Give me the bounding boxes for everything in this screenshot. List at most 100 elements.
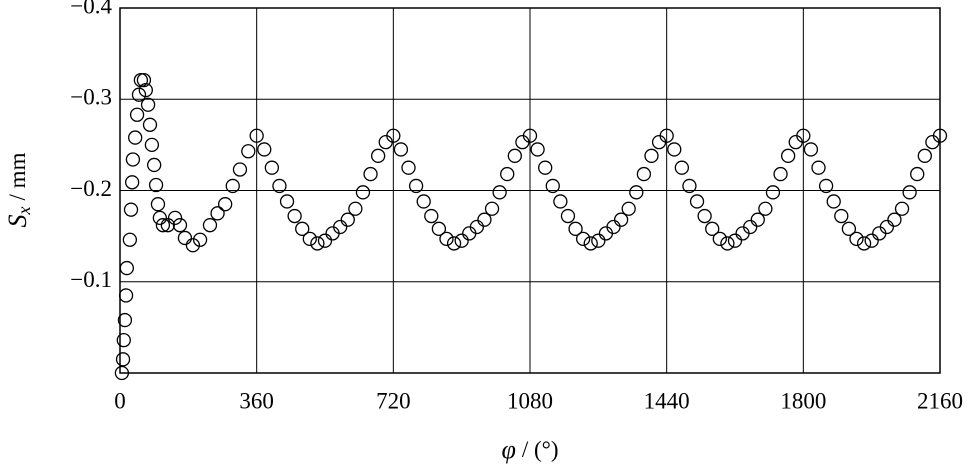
- data-point: [408, 178, 424, 194]
- data-point: [849, 231, 864, 247]
- data-point: [621, 201, 636, 216]
- data-point: [123, 202, 139, 217]
- data-point: [116, 332, 131, 348]
- data-point: [152, 210, 168, 226]
- data-point: [864, 233, 879, 248]
- data-point: [122, 232, 138, 247]
- data-point: [705, 221, 720, 236]
- data-point: [172, 218, 188, 233]
- data-point: [118, 288, 134, 303]
- data-point: [613, 212, 629, 227]
- data-point: [500, 166, 515, 182]
- data-point: [115, 352, 131, 367]
- data-point: [712, 231, 727, 247]
- data-point: [507, 148, 522, 163]
- data-point: [241, 144, 256, 159]
- data-point: [841, 221, 857, 236]
- data-point: [177, 230, 193, 246]
- x-tick-label: 0: [114, 388, 126, 413]
- data-point: [477, 212, 492, 227]
- data-point: [796, 128, 811, 143]
- data-point: [773, 166, 788, 182]
- data-point: [765, 185, 781, 200]
- data-point: [142, 117, 158, 132]
- data-point: [910, 166, 925, 182]
- data-point: [439, 231, 454, 247]
- data-point: [355, 185, 371, 200]
- data-point: [218, 197, 233, 212]
- data-point: [720, 236, 735, 251]
- data-point: [538, 160, 553, 175]
- data-point: [302, 231, 317, 247]
- data-point: [140, 97, 156, 112]
- data-point: [401, 160, 416, 175]
- data-point: [932, 128, 948, 143]
- data-point: [887, 212, 902, 227]
- x-tick-label: 2160: [917, 388, 963, 413]
- data-point: [727, 233, 743, 248]
- data-point: [232, 162, 248, 177]
- data-point: [340, 212, 355, 227]
- data-point: [333, 219, 348, 235]
- data-point: [636, 166, 652, 182]
- y-tick-label: −0.2: [70, 176, 112, 201]
- data-point: [272, 178, 287, 194]
- data-point: [424, 208, 439, 224]
- data-point: [160, 218, 175, 233]
- y-unit: / mm: [5, 152, 30, 200]
- data-point: [454, 233, 469, 248]
- data-point: [125, 152, 141, 167]
- data-point: [811, 160, 826, 175]
- x-tick-label: 360: [239, 388, 274, 413]
- data-point: [155, 218, 171, 233]
- data-point: [249, 128, 264, 143]
- data-point: [128, 130, 143, 145]
- y-tick-label: −0.3: [70, 85, 112, 110]
- y-axis-label: Sx / mm: [3, 152, 34, 227]
- data-point: [279, 194, 295, 209]
- data-point: [431, 221, 447, 236]
- data-point: [492, 185, 507, 200]
- data-point: [310, 236, 325, 251]
- data-point: [879, 219, 895, 235]
- data-point: [295, 221, 310, 236]
- data-point: [416, 194, 431, 209]
- data-point: [689, 194, 705, 209]
- data-point: [393, 142, 409, 157]
- data-point: [257, 142, 272, 157]
- data-point: [606, 219, 621, 235]
- data-point: [856, 236, 872, 251]
- data-point: [743, 219, 758, 235]
- data-point: [150, 197, 166, 212]
- data-point: [210, 206, 225, 221]
- data-point: [167, 210, 183, 226]
- x-tick-label: 1440: [644, 388, 690, 413]
- y-subscript: x: [14, 206, 34, 215]
- data-point: [826, 194, 841, 209]
- x-axis-label: φ / (°): [501, 435, 558, 464]
- data-point: [560, 208, 576, 224]
- y-tick-label: −0.4: [70, 0, 112, 18]
- data-point: [803, 142, 819, 157]
- x-tick-label: 1800: [780, 388, 826, 413]
- data-point: [834, 208, 849, 224]
- data-point: [370, 148, 386, 163]
- data-point: [545, 178, 560, 194]
- x-unit: / (°): [522, 437, 559, 462]
- data-point: [484, 201, 500, 216]
- data-point: [530, 142, 545, 157]
- data-point: [894, 201, 910, 216]
- data-point: [818, 178, 834, 194]
- data-point: [629, 185, 644, 200]
- data-point: [469, 219, 485, 235]
- plot-frame: [119, 7, 941, 374]
- data-point: [192, 232, 208, 247]
- data-point: [386, 128, 401, 143]
- data-point: [522, 128, 538, 143]
- data-point: [348, 201, 363, 216]
- data-point: [185, 238, 201, 253]
- data-point: [363, 166, 378, 182]
- data-point: [147, 157, 162, 173]
- data-point: [682, 178, 697, 194]
- data-point: [446, 236, 462, 251]
